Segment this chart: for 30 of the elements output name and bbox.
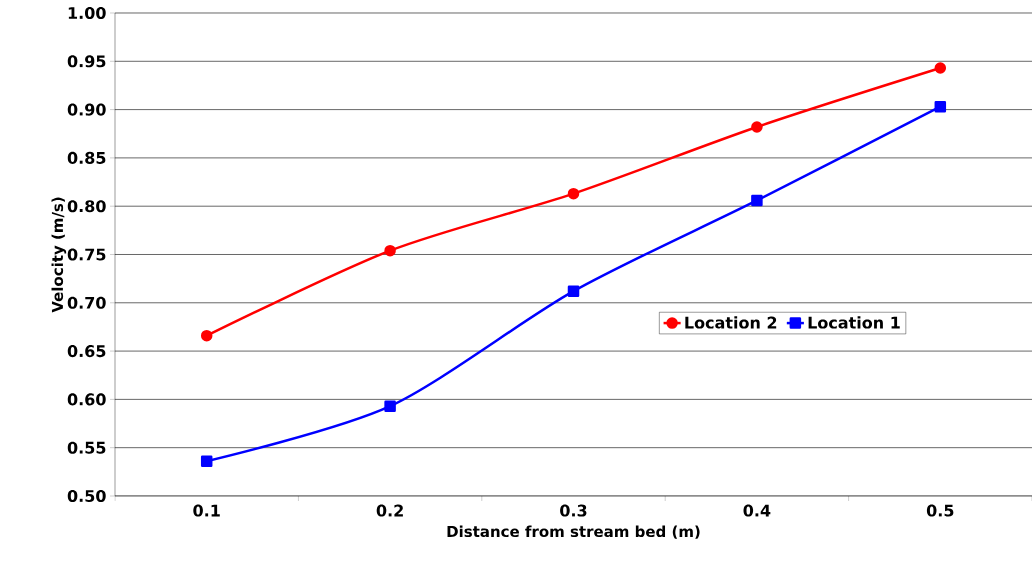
y-tick-label: 0.90 xyxy=(67,103,106,116)
point xyxy=(200,455,213,467)
x-axis-title: Distance from stream bed (m) xyxy=(447,525,700,539)
y-tick-label: 0.70 xyxy=(67,296,106,309)
x-tick-label: 0.4 xyxy=(743,504,771,517)
legend-label: Location 1 xyxy=(808,316,900,329)
point xyxy=(934,62,947,74)
point xyxy=(567,187,580,200)
y-tick-label: 0.55 xyxy=(67,441,106,454)
x-tick-label: 0.2 xyxy=(376,504,403,517)
y-tick-label: 0.85 xyxy=(67,151,106,164)
x-tick-label: 0.5 xyxy=(926,504,954,517)
y-tick-label: 0.95 xyxy=(67,55,106,68)
x-tick-label: 0.1 xyxy=(193,504,220,517)
y-tick-label: 0.75 xyxy=(67,248,106,261)
y-tick-label: 0.65 xyxy=(67,345,106,358)
y-tick-label: 0.60 xyxy=(67,393,106,406)
y-tick-label: 0.50 xyxy=(67,489,106,503)
point xyxy=(751,194,763,207)
point xyxy=(934,100,947,113)
point xyxy=(200,329,213,342)
point xyxy=(384,244,396,257)
x-tick-label: 0.3 xyxy=(560,504,587,517)
legend-label: Location 2 xyxy=(685,316,777,329)
y-tick-label: 1.00 xyxy=(68,6,106,20)
y-tick-label: 0.80 xyxy=(67,200,106,213)
y-axis-title: Velocity (m/s) xyxy=(51,197,67,313)
point xyxy=(384,400,396,412)
point xyxy=(567,285,580,297)
point xyxy=(751,121,763,133)
